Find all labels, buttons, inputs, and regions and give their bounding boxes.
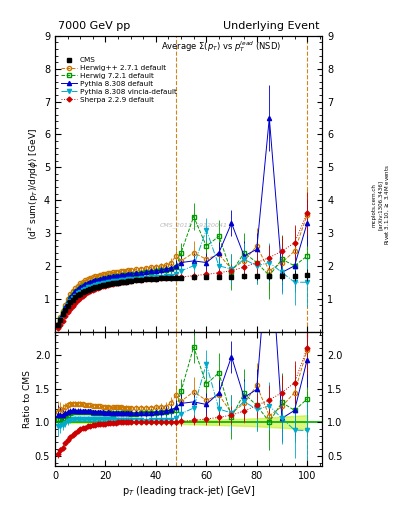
X-axis label: p$_T$ (leading track-jet) [GeV]: p$_T$ (leading track-jet) [GeV] — [122, 483, 255, 498]
Text: CMS_2011_S9120041: CMS_2011_S9120041 — [160, 222, 228, 228]
Text: Rivet 3.1.10, $\geq$ 3.4M events: Rivet 3.1.10, $\geq$ 3.4M events — [384, 164, 391, 245]
Text: [arXiv:1306.3436]: [arXiv:1306.3436] — [378, 180, 383, 230]
Y-axis label: Ratio to CMS: Ratio to CMS — [23, 370, 32, 428]
Text: Average $\Sigma(p_T)$ vs $p_T^{lead}$ (NSD): Average $\Sigma(p_T)$ vs $p_T^{lead}$ (N… — [161, 39, 281, 54]
Text: mcplots.cern.ch: mcplots.cern.ch — [371, 183, 376, 227]
Legend: CMS, Herwig++ 2.7.1 default, Herwig 7.2.1 default, Pythia 8.308 default, Pythia : CMS, Herwig++ 2.7.1 default, Herwig 7.2.… — [61, 57, 177, 102]
Y-axis label: $\langle$d$^2$ sum(p$_T$)/d$\eta$d$\phi$$\rangle$ [GeV]: $\langle$d$^2$ sum(p$_T$)/d$\eta$d$\phi$… — [27, 127, 41, 240]
Text: 7000 GeV pp: 7000 GeV pp — [58, 22, 130, 31]
Text: Underlying Event: Underlying Event — [223, 22, 320, 31]
